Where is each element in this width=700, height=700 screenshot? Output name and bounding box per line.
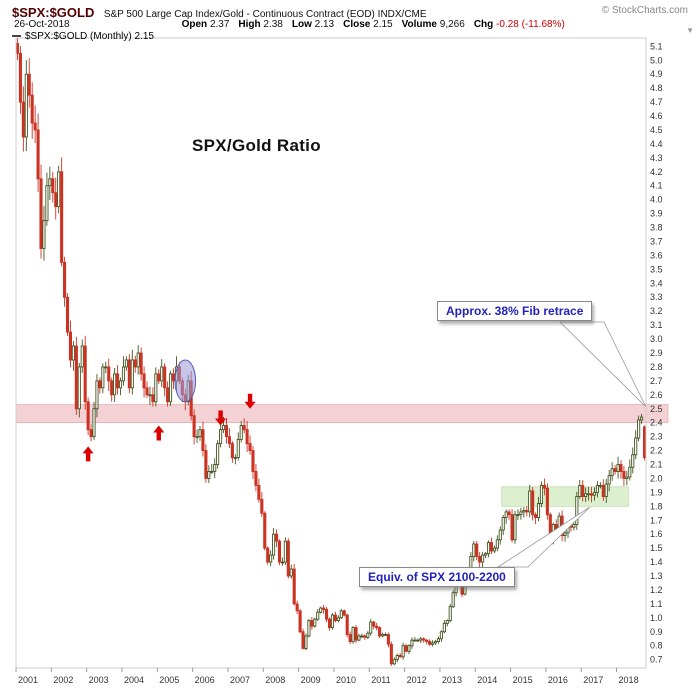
- svg-text:2001: 2001: [18, 675, 38, 685]
- annotation-pointers: [496, 321, 647, 568]
- svg-text:2.0: 2.0: [650, 473, 663, 483]
- svg-text:1.6: 1.6: [650, 529, 663, 539]
- svg-text:1.1: 1.1: [650, 599, 663, 609]
- svg-text:5.0: 5.0: [650, 55, 663, 65]
- svg-text:1.5: 1.5: [650, 543, 663, 553]
- chg-value: -0.28 (-11.68%): [496, 19, 565, 30]
- legend-label: $SPX:$GOLD (Monthly) 2.15: [25, 31, 154, 42]
- svg-text:4.9: 4.9: [650, 69, 663, 79]
- svg-text:1.8: 1.8: [650, 501, 663, 511]
- svg-text:2003: 2003: [89, 675, 109, 685]
- quote-line: 26-Oct-2018 Open 2.37 High 2.38 Low 2.13 Clo…: [14, 19, 690, 30]
- price-chart: 0.7 0.8 0.9 1.0 1.1 1.2 1.3 1.4 1.5 1.6 1.7 1.8 1.9 2…: [15, 37, 669, 685]
- quote-date: 26-Oct-2018: [14, 19, 70, 30]
- svg-text:4.5: 4.5: [650, 125, 663, 135]
- low-value: 2.13: [314, 19, 335, 30]
- svg-text:3.3: 3.3: [650, 292, 663, 302]
- svg-text:3.2: 3.2: [650, 306, 663, 316]
- open-value: 2.37: [209, 19, 230, 30]
- symbol-ticker: $SPX:$GOLD: [12, 5, 95, 20]
- svg-text:2015: 2015: [513, 675, 533, 685]
- volume-label: Volume: [401, 19, 437, 30]
- svg-text:4.2: 4.2: [650, 167, 663, 177]
- chart-header: $SPX:$GOLD S&P 500 Large Cap Index/Gold …: [12, 4, 688, 22]
- x-axis: 2001 2002 2003 2004 2005 2006 2007 2008 2009 2010…: [15, 668, 639, 685]
- fib-retrace-band: [15, 404, 669, 424]
- svg-text:0.7: 0.7: [650, 655, 663, 665]
- svg-text:1.3: 1.3: [650, 571, 663, 581]
- svg-text:4.4: 4.4: [650, 139, 663, 149]
- svg-text:1.0: 1.0: [650, 613, 663, 623]
- svg-text:3.7: 3.7: [650, 236, 663, 246]
- svg-text:2018: 2018: [619, 675, 639, 685]
- svg-text:3.6: 3.6: [650, 250, 663, 260]
- svg-text:1.2: 1.2: [650, 585, 663, 595]
- close-value: 2.15: [373, 19, 393, 30]
- svg-text:4.7: 4.7: [650, 97, 663, 107]
- equiv-annotation: Equiv. of SPX 2100-2200: [359, 567, 515, 587]
- svg-text:2.3: 2.3: [650, 432, 663, 442]
- svg-text:2.8: 2.8: [650, 362, 663, 372]
- high-label: High: [238, 19, 261, 30]
- svg-text:2013: 2013: [442, 675, 462, 685]
- fib-annotation: Approx. 38% Fib retrace: [437, 301, 593, 321]
- candlesticks: [15, 38, 647, 666]
- chart-legend: $SPX:$GOLD (Monthly) 2.15: [12, 31, 154, 42]
- symbol-description: S&P 500 Large Cap Index/Gold - Continuou…: [103, 9, 427, 20]
- svg-text:2007: 2007: [230, 675, 250, 685]
- svg-text:1.7: 1.7: [650, 515, 663, 525]
- svg-text:2.4: 2.4: [650, 418, 663, 428]
- svg-text:2005: 2005: [159, 675, 179, 685]
- svg-text:2011: 2011: [371, 675, 390, 685]
- svg-text:3.0: 3.0: [650, 334, 663, 344]
- svg-text:2017: 2017: [583, 675, 603, 685]
- svg-text:3.9: 3.9: [650, 209, 663, 219]
- open-label: Open: [181, 19, 208, 30]
- close-label: Close: [343, 19, 371, 30]
- svg-text:2.9: 2.9: [650, 348, 663, 358]
- svg-text:3.8: 3.8: [650, 223, 663, 233]
- svg-text:2006: 2006: [195, 675, 215, 685]
- svg-text:2.6: 2.6: [650, 390, 663, 400]
- svg-text:2008: 2008: [265, 675, 285, 685]
- svg-text:3.5: 3.5: [650, 264, 663, 274]
- svg-text:2.5: 2.5: [650, 404, 663, 414]
- svg-text:2014: 2014: [477, 675, 497, 685]
- svg-text:3.4: 3.4: [650, 278, 663, 288]
- svg-text:2004: 2004: [124, 675, 144, 685]
- signal-arrows: [82, 393, 256, 462]
- copyright: © StockCharts.com: [601, 5, 688, 16]
- svg-text:5.1: 5.1: [650, 41, 663, 51]
- svg-text:4.8: 4.8: [650, 83, 663, 93]
- quote-values: Open 2.37 High 2.38 Low 2.13 Close 2.15 Volu…: [182, 19, 574, 30]
- svg-text:2016: 2016: [548, 675, 568, 685]
- svg-text:1.4: 1.4: [650, 557, 663, 567]
- svg-text:4.1: 4.1: [650, 181, 663, 191]
- svg-text:2012: 2012: [407, 675, 427, 685]
- chevron-down-icon[interactable]: ▼: [686, 26, 694, 35]
- svg-text:2.1: 2.1: [650, 460, 663, 470]
- svg-text:2010: 2010: [336, 675, 356, 685]
- svg-text:2.2: 2.2: [650, 446, 663, 456]
- volume-value: 9,266: [439, 19, 465, 30]
- high-value: 2.38: [263, 19, 283, 30]
- chart-title-annotation: SPX/Gold Ratio: [192, 136, 321, 155]
- y-axis: 0.7 0.8 0.9 1.0 1.1 1.2 1.3 1.4 1.5 1.6 1.7 1.8 1.9 2…: [650, 41, 663, 664]
- svg-text:2.7: 2.7: [650, 376, 663, 386]
- svg-text:1.9: 1.9: [650, 487, 663, 497]
- highlight-ellipse: [174, 359, 197, 403]
- legend-line-swatch: [12, 35, 21, 38]
- svg-text:3.1: 3.1: [650, 320, 663, 330]
- svg-text:4.0: 4.0: [650, 195, 663, 205]
- svg-text:0.8: 0.8: [650, 641, 663, 651]
- svg-text:0.9: 0.9: [650, 627, 663, 637]
- plot-frame: [15, 37, 647, 669]
- svg-text:2009: 2009: [301, 675, 321, 685]
- svg-text:4.6: 4.6: [650, 111, 663, 121]
- svg-text:4.3: 4.3: [650, 153, 663, 163]
- chg-label: Chg: [473, 19, 494, 30]
- low-label: Low: [291, 19, 312, 30]
- svg-text:2002: 2002: [53, 675, 73, 685]
